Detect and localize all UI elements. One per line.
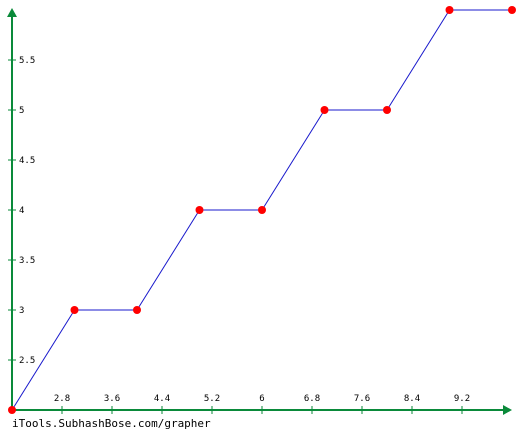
data-point [70, 306, 79, 314]
y-tick-label: 3 [19, 306, 24, 316]
data-point [195, 206, 204, 214]
y-tick-label: 4.5 [19, 156, 35, 166]
data-point [445, 6, 454, 14]
x-tick-label: 8.4 [404, 394, 420, 404]
data-point [8, 406, 16, 414]
series-group [8, 6, 516, 414]
x-tick-label: 2.8 [54, 394, 70, 404]
x-tick-label: 9.2 [454, 394, 470, 404]
y-tick-label: 5.5 [19, 56, 35, 66]
x-tick-label: 3.6 [104, 394, 120, 404]
data-point [320, 106, 329, 114]
x-tick-label: 6.8 [304, 394, 320, 404]
x-axis-ticks: 2.8 3.6 4.4 5.2 6 6.8 7.6 8.4 9.2 [54, 394, 470, 414]
data-point [383, 106, 391, 114]
x-tick-label: 4.4 [154, 394, 170, 404]
y-axis-ticks: 2.5 3 3.5 4 4.5 5 5.5 [8, 56, 35, 366]
data-point [133, 306, 141, 314]
y-tick-label: 3.5 [19, 256, 35, 266]
y-axis-arrow [7, 8, 17, 17]
x-axis-arrow [503, 405, 512, 415]
y-tick-label: 4 [19, 206, 24, 216]
data-point [508, 6, 516, 14]
y-tick-label: 2.5 [19, 356, 35, 366]
data-point [258, 206, 266, 214]
axes [7, 8, 512, 415]
x-tick-label: 5.2 [204, 394, 220, 404]
y-tick-label: 5 [19, 106, 24, 116]
footer-credit: iTools.SubhashBose.com/grapher [12, 417, 211, 430]
x-tick-label: 7.6 [354, 394, 370, 404]
x-tick-label: 6 [259, 394, 264, 404]
